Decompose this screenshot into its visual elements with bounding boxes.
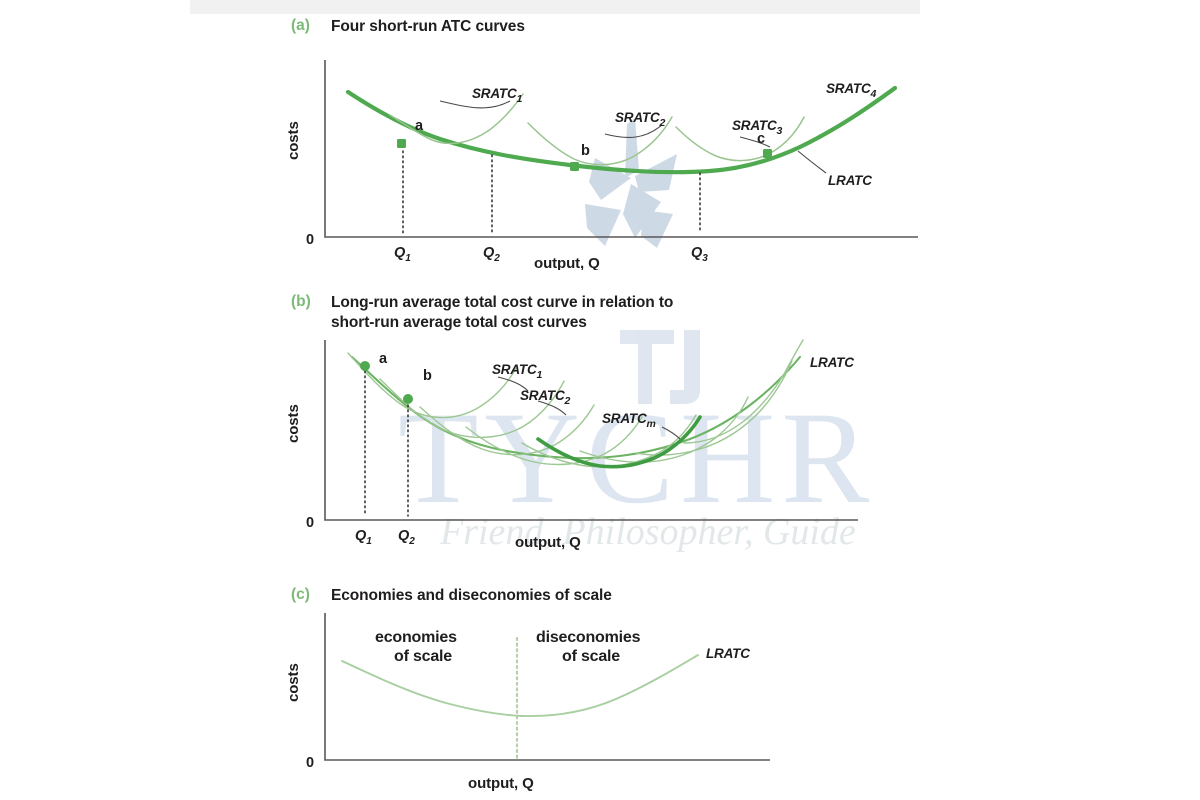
panel-b-sratcm-label: SRATCm: [602, 411, 656, 430]
panel-a-xtick-q3: Q3: [691, 245, 708, 264]
panel-c-lratc-curve: [341, 654, 699, 718]
panel-a-xtick-q1: Q1: [394, 245, 411, 264]
panel-c-title: Economies and diseconomies of scale: [331, 587, 612, 604]
panel-b-point-b-label: b: [423, 368, 432, 384]
panel-a-sratc3-curve: [675, 116, 805, 162]
panel-a-sratc1-curve: [389, 93, 524, 145]
panel-b-sratc1-curve: [347, 352, 517, 419]
panel-a-sratc3-label: SRATC3: [732, 118, 783, 137]
panel-c-origin-label: 0: [306, 755, 314, 771]
panel-a-point-c-marker: [763, 149, 772, 158]
panel-c: (c) Economies and diseconomies of scale …: [0, 580, 1200, 800]
panel-a-sratc1-leader: [439, 100, 511, 109]
panel-b-sratc4-curve: [465, 416, 643, 466]
panel-a-point-a-label: a: [415, 118, 424, 134]
panel-a-point-b-marker: [570, 162, 579, 171]
panel-a-sratc2-curve: [527, 116, 673, 166]
panel-a-sratc3-leader: [739, 136, 771, 148]
panel-a-lratc-curve: [345, 85, 898, 175]
panel-b-sratc1-label: SRATC1: [492, 362, 543, 381]
panel-b: (b) Long-run average total cost curve in…: [0, 280, 1200, 560]
panel-b-letter: (b): [291, 293, 311, 310]
panel-b-plot: a b SRATC1 SRATC2 SRATCm LRATC 0 Q1 Q2: [285, 339, 858, 550]
panel-b-axes: [324, 340, 858, 521]
panel-b-y-axis-label: costs: [285, 404, 302, 443]
panel-a-axes: [324, 60, 918, 238]
panel-b-lratc-label: LRATC: [810, 355, 854, 370]
panel-b-sratcm-curve: [536, 415, 702, 469]
panel-c-lratc-label: LRATC: [706, 646, 750, 661]
panel-a-origin-label: 0: [306, 232, 314, 248]
panel-a-xtick-q2: Q2: [483, 245, 500, 264]
panel-a-point-a-marker: [397, 139, 406, 148]
panel-b-xtick-q1: Q1: [355, 528, 372, 547]
panel-a-title: Four short-run ATC curves: [331, 18, 525, 35]
panel-b-sratc3-curve: [419, 404, 595, 456]
panel-b-point-b-marker: [403, 394, 413, 404]
panel-b-point-a-marker: [360, 361, 370, 371]
panel-b-sratc1-leader: [497, 376, 529, 392]
panel-c-plot: economies of scale diseconomies of scale L…: [285, 613, 770, 792]
panel-a-plot: a b c SRATC1 SRATC2 SRATC3 SRATC4 LRATC …: [285, 60, 918, 270]
panel-c-letter: (c): [291, 586, 310, 603]
panel-b-sratc2-leader: [537, 400, 567, 416]
panel-a-sratc2-leader: [604, 124, 663, 139]
panel-c-economies-label: economies of scale: [375, 629, 457, 665]
panel-a-x-axis-label: output, Q: [534, 255, 600, 270]
panel-b-point-a-label: a: [379, 351, 388, 367]
panel-b-xtick-q2: Q2: [398, 528, 415, 547]
panel-b-sratc2-label: SRATC2: [520, 388, 571, 407]
panel-a-lratc-label: LRATC: [828, 173, 872, 188]
panel-b-sratcm-leader: [661, 426, 681, 440]
panel-b-sratc8-curve: [683, 339, 804, 444]
panel-c-x-axis-label: output, Q: [468, 775, 534, 792]
panel-b-origin-label: 0: [306, 515, 314, 531]
panel-a-point-b-label: b: [581, 143, 590, 159]
panel-b-title: Long-run average total cost curve in rel…: [331, 294, 674, 332]
panel-a-y-axis-label: costs: [285, 121, 302, 160]
panel-a-letter: (a): [291, 17, 310, 34]
panel-b-lratc-curve: [350, 355, 802, 460]
panel-c-axes: [324, 613, 770, 761]
panel-b-x-axis-label: output, Q: [515, 534, 581, 550]
panel-a-lratc-leader: [797, 150, 827, 174]
panel-a-sratc2-label: SRATC2: [615, 110, 666, 129]
panel-a-sratc4-label: SRATC4: [826, 81, 877, 100]
panel-b-sratc7-curve: [635, 360, 793, 456]
panel-a-point-c-label: c: [757, 131, 765, 147]
panel-a-sratc1-label: SRATC1: [472, 86, 523, 105]
panel-c-y-axis-label: costs: [285, 663, 302, 702]
panel-b-sratc6-curve: [579, 396, 749, 463]
panel-c-diseconomies-label: diseconomies of scale: [536, 629, 641, 665]
panel-a: (a) Four short-run ATC curves: [0, 0, 1200, 275]
page-top-strip: [190, 0, 920, 14]
